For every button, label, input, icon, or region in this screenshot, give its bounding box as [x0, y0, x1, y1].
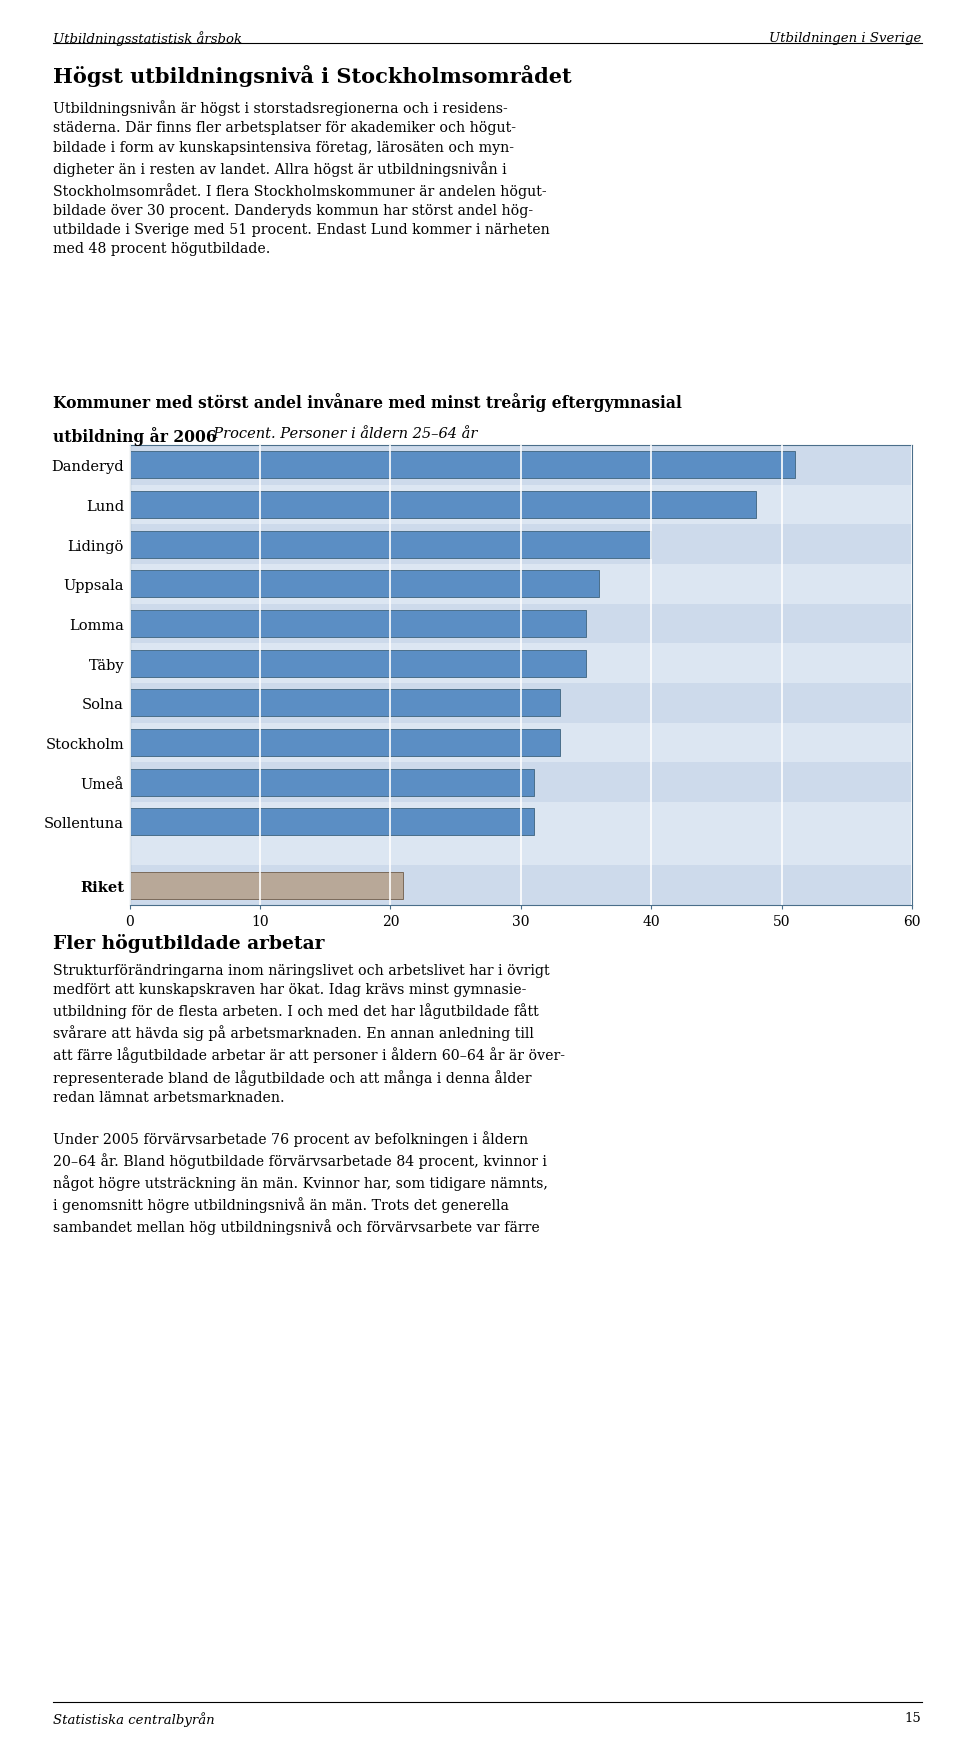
Bar	[130, 651, 586, 677]
Text: Utbildningsnivån är högst i storstadsregionerna och i residens-
städerna. Där fi: Utbildningsnivån är högst i storstadsreg…	[53, 100, 549, 256]
Bar	[130, 604, 912, 644]
Bar	[130, 565, 912, 604]
Bar	[130, 865, 912, 906]
Bar	[130, 809, 534, 835]
Text: 15: 15	[905, 1711, 922, 1723]
Text: Strukturförändringarna inom näringslivet och arbetslivet har i övrigt
medfört at: Strukturförändringarna inom näringslivet…	[53, 963, 564, 1104]
Text: Utbildningen i Sverige: Utbildningen i Sverige	[769, 32, 922, 44]
Text: Utbildningsstatistisk årsbok: Utbildningsstatistisk årsbok	[53, 32, 242, 46]
Bar	[130, 570, 599, 598]
Bar	[130, 730, 560, 756]
Bar	[130, 769, 534, 797]
Bar	[130, 611, 586, 637]
Bar	[130, 525, 912, 565]
Bar	[130, 690, 560, 716]
Text: Procent. Personer i åldern 25–64 år: Procent. Personer i åldern 25–64 år	[204, 426, 478, 441]
Text: Högst utbildningsnivå i Stockholmsområdet: Högst utbildningsnivå i Stockholmsområde…	[53, 65, 571, 88]
Bar	[130, 872, 403, 899]
Bar	[130, 486, 912, 525]
Text: utbildning år 2006: utbildning år 2006	[53, 426, 217, 446]
Bar	[130, 644, 912, 684]
Bar	[130, 491, 756, 519]
Bar	[130, 532, 651, 558]
Text: Fler högutbildade arbetar: Fler högutbildade arbetar	[53, 934, 324, 953]
Bar	[130, 802, 912, 842]
Bar	[130, 763, 912, 802]
Text: Kommuner med störst andel invånare med minst treårig eftergymnasial: Kommuner med störst andel invånare med m…	[53, 393, 682, 412]
Bar	[130, 453, 795, 479]
Text: Under 2005 förvärvsarbetade 76 procent av befolkningen i åldern
20–64 år. Bland : Under 2005 förvärvsarbetade 76 procent a…	[53, 1130, 547, 1234]
Bar	[130, 684, 912, 723]
Bar	[130, 723, 912, 763]
Bar	[130, 446, 912, 486]
Text: Statistiska centralbyrån: Statistiska centralbyrån	[53, 1711, 214, 1725]
